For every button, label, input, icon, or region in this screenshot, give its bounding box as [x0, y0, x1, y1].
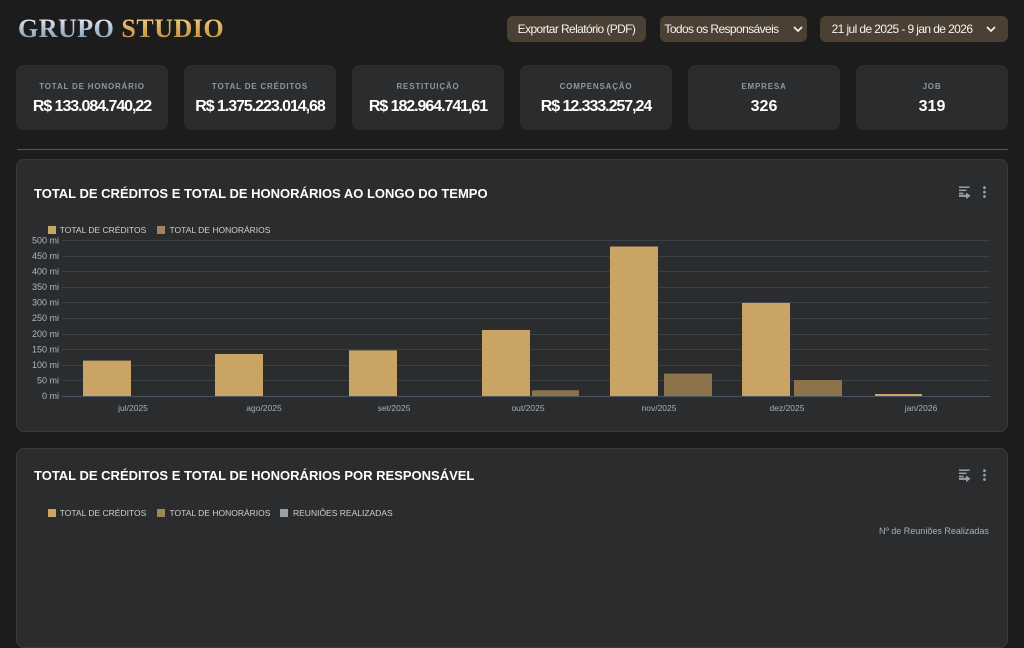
svg-text:150 mi: 150 mi [32, 345, 59, 355]
svg-text:200 mi: 200 mi [32, 329, 59, 339]
svg-text:300 mi: 300 mi [32, 298, 59, 308]
svg-text:set/2025: set/2025 [378, 403, 411, 413]
svg-text:jan/2026: jan/2026 [904, 403, 938, 413]
svg-text:dez/2025: dez/2025 [770, 403, 805, 413]
svg-text:500 mi: 500 mi [32, 236, 59, 246]
svg-text:ago/2025: ago/2025 [246, 403, 282, 413]
svg-text:jul/2025: jul/2025 [117, 403, 148, 413]
svg-text:450 mi: 450 mi [32, 251, 59, 261]
svg-text:250 mi: 250 mi [32, 313, 59, 323]
svg-text:350 mi: 350 mi [32, 282, 59, 292]
svg-text:out/2025: out/2025 [511, 403, 544, 413]
svg-text:nov/2025: nov/2025 [642, 403, 677, 413]
svg-text:400 mi: 400 mi [32, 267, 59, 277]
svg-text:50 mi: 50 mi [37, 376, 59, 386]
svg-text:100 mi: 100 mi [32, 360, 59, 370]
svg-text:0 mi: 0 mi [42, 391, 59, 401]
